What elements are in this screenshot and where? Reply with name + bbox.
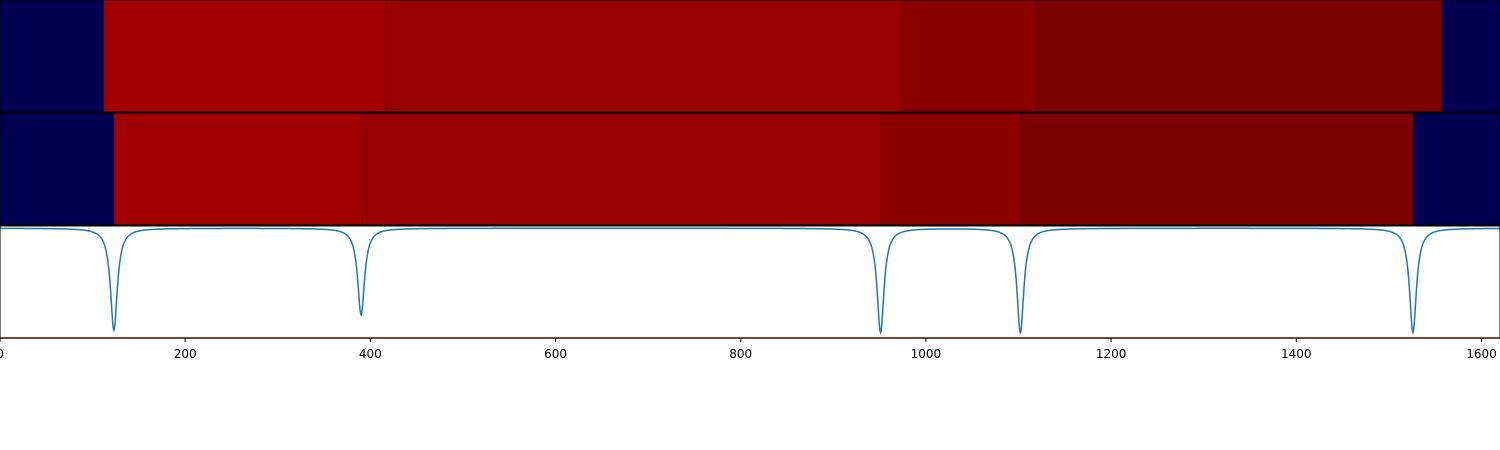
heatmap-segment-4	[1020, 113, 1413, 225]
x-tick-label-1400: 1400	[1281, 347, 1312, 361]
x-tick-label-1600: 1600	[1466, 347, 1497, 361]
panel-3-frame	[0, 225, 1500, 339]
heatmap-segment-2	[361, 113, 881, 225]
heatmap-segment-1	[103, 0, 386, 112]
x-tick-label-0: 0	[0, 347, 4, 361]
x-tick-label-400: 400	[359, 347, 382, 361]
x-tick-label-600: 600	[544, 347, 567, 361]
x-axis: 0 200 400 600 800 1000 1200 1400 1600	[0, 338, 1497, 361]
x-tick-label-1200: 1200	[1096, 347, 1127, 361]
heatmap-segment-2	[385, 0, 901, 112]
x-tick-label-800: 800	[729, 347, 752, 361]
heatmap-segment-1	[113, 113, 362, 225]
x-tick-label-200: 200	[174, 347, 197, 361]
panel-2-frame	[0, 112, 1500, 226]
x-tick-label-1000: 1000	[911, 347, 942, 361]
heatmap-segment-4	[1034, 0, 1442, 112]
transmission-line	[0, 227, 1500, 335]
heatmap-segment-3	[900, 0, 1035, 112]
heatmap-segment-3	[880, 113, 1021, 225]
panel-1-frame	[0, 0, 1500, 113]
heatmap-panel-middle	[0, 113, 1500, 225]
heatmap-panel-top	[0, 0, 1500, 112]
